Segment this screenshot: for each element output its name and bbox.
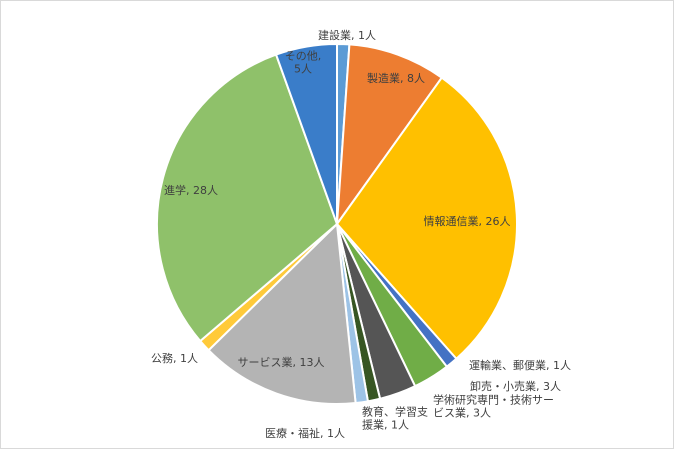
data-label-8: 医療・福祉, 1人 (265, 426, 345, 440)
pie-slice-9 (207, 221, 357, 405)
data-label-2: 製造業, 8人 (367, 71, 425, 85)
data-label-12: その他, 5人 (285, 50, 322, 76)
pie-slice-11 (156, 53, 339, 343)
data-label-10: 公務, 1人 (151, 351, 198, 365)
data-label-6: 学術研究専門・技術サービス業, 3人 (433, 393, 554, 420)
pie-slice-2 (335, 43, 444, 228)
data-label-7: 教育、学習支援業, 1人 (362, 405, 428, 432)
data-label-4: 運輸業、郵便業, 1人 (469, 358, 571, 372)
data-label-11: 進学, 28人 (164, 183, 218, 197)
data-label-9: サービス業, 13人 (238, 356, 325, 369)
data-label-1: 建設業, 1人 (318, 28, 376, 42)
data-label-5: 卸売・小売業, 3人 (470, 379, 561, 393)
data-label-3: 情報通信業, 26人 (424, 215, 511, 228)
pie-slice-12 (274, 42, 338, 225)
pie-slice-3 (335, 76, 518, 361)
